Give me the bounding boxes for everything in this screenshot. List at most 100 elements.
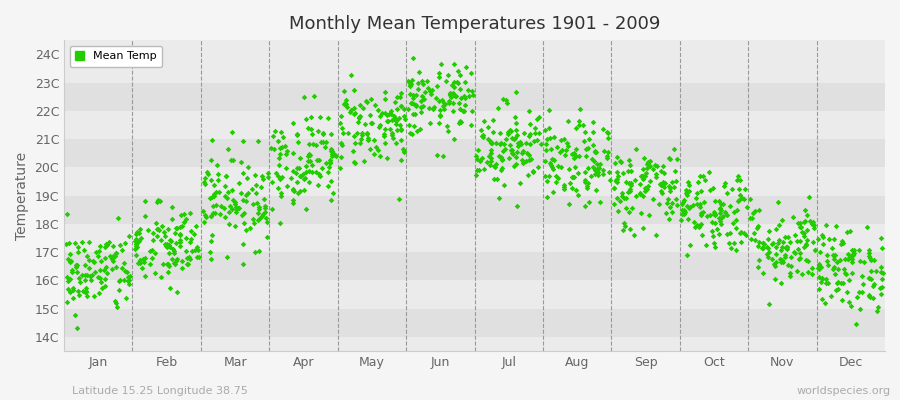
Point (180, 261, 194, 267)
Point (499, 135, 513, 142)
Point (674, 217, 688, 223)
Point (489, 160, 503, 167)
Point (326, 190, 340, 196)
Point (633, 181, 647, 188)
Point (493, 166, 508, 173)
Point (408, 111, 422, 117)
Point (563, 179, 578, 186)
Point (567, 149, 581, 156)
Point (845, 270, 859, 276)
Point (590, 166, 604, 172)
Point (712, 198, 726, 204)
Point (705, 228, 719, 234)
Point (600, 130, 615, 136)
Point (778, 244, 793, 251)
Point (68, 263, 83, 270)
Point (356, 132, 370, 138)
Point (799, 241, 814, 248)
Point (248, 190, 263, 196)
Point (697, 209, 711, 215)
Point (623, 186, 637, 192)
Point (748, 208, 762, 214)
Point (302, 179, 316, 186)
Point (225, 186, 239, 193)
Point (836, 280, 850, 286)
Point (649, 171, 663, 178)
Point (580, 185, 595, 192)
Point (134, 235, 148, 241)
Point (95, 285, 110, 292)
Point (716, 183, 731, 189)
Point (88, 269, 103, 276)
Point (624, 182, 638, 188)
Point (588, 149, 602, 155)
Point (443, 90, 457, 96)
Point (793, 254, 807, 261)
Point (448, 92, 463, 99)
Point (287, 188, 302, 194)
Point (873, 285, 887, 292)
Point (162, 242, 176, 248)
Point (615, 159, 629, 165)
Point (723, 203, 737, 209)
Point (413, 98, 428, 104)
Point (323, 178, 338, 184)
Point (669, 196, 683, 202)
Point (393, 90, 408, 96)
Point (392, 196, 407, 202)
Point (159, 243, 174, 249)
Point (826, 236, 841, 243)
Point (201, 170, 215, 177)
Point (655, 181, 670, 187)
Point (699, 242, 714, 248)
Point (353, 102, 367, 108)
Point (609, 154, 624, 160)
Point (767, 260, 781, 267)
Point (793, 223, 807, 230)
Point (182, 253, 196, 260)
Point (431, 70, 446, 76)
Point (635, 166, 650, 173)
Point (772, 236, 787, 243)
Point (388, 99, 402, 105)
Point (633, 190, 647, 197)
Point (553, 149, 567, 155)
Point (867, 280, 881, 287)
Point (796, 230, 811, 237)
Point (742, 214, 757, 221)
Point (628, 193, 643, 199)
Point (384, 117, 399, 124)
Point (237, 210, 251, 216)
Point (327, 151, 341, 158)
Point (694, 209, 708, 216)
Point (422, 120, 436, 126)
Point (70, 262, 85, 268)
Point (455, 108, 470, 114)
Point (833, 241, 848, 247)
Point (637, 185, 652, 191)
Point (436, 103, 451, 109)
Point (347, 133, 362, 139)
Point (718, 209, 733, 215)
Point (624, 168, 638, 174)
Point (509, 132, 524, 138)
Point (351, 119, 365, 126)
Point (734, 228, 748, 235)
Point (99, 241, 113, 247)
Point (653, 181, 668, 188)
Point (715, 214, 729, 220)
Point (572, 118, 586, 124)
Point (172, 238, 186, 245)
Point (61, 278, 76, 284)
Point (420, 85, 435, 91)
Point (690, 179, 705, 185)
Point (346, 148, 361, 154)
Point (359, 98, 374, 104)
Point (129, 231, 143, 237)
Point (712, 231, 726, 237)
Point (694, 211, 708, 218)
Point (862, 292, 877, 298)
Point (220, 194, 234, 201)
Point (578, 203, 592, 210)
Point (169, 256, 184, 262)
